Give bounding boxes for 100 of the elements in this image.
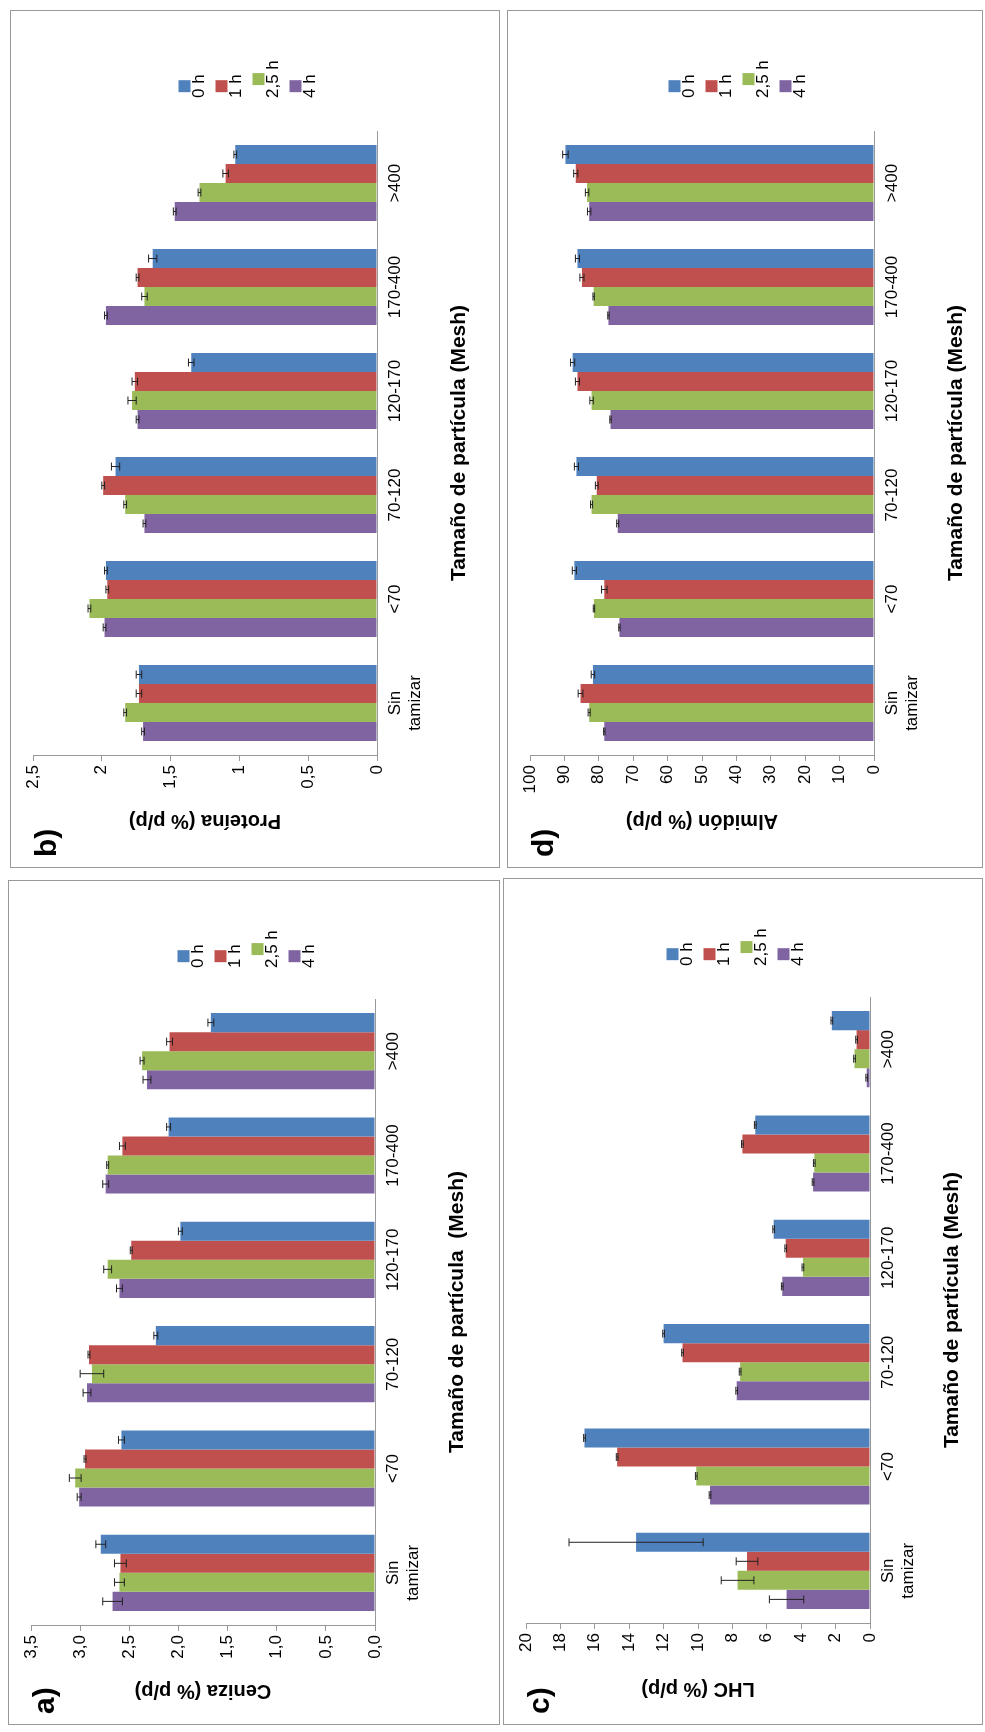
legend-label: 4 h (790, 74, 810, 98)
y-tick-label: 70-120 (878, 1335, 898, 1389)
bar (87, 1383, 375, 1403)
bar (169, 1032, 375, 1052)
y-tick-label: Sin tamizar (878, 1542, 918, 1599)
bar (79, 1487, 375, 1507)
bar (576, 457, 874, 477)
bar (144, 513, 377, 533)
bar (619, 617, 874, 637)
text: c) (522, 1687, 556, 1714)
bar (587, 183, 874, 202)
y-tick-label: 120-170 (385, 359, 405, 423)
x-tick-label: 70 (622, 765, 642, 784)
x-tick-label: 2 (91, 765, 111, 775)
legend-label: 2,5 h (753, 60, 773, 98)
bar (565, 145, 874, 165)
y-axis-title: Tamaño de partícula (Mesh) (446, 304, 470, 582)
bar (122, 1136, 375, 1156)
x-tick-label: 2,5 (22, 765, 42, 789)
y-tick-label: Sin tamizar (882, 674, 922, 731)
text: a) (27, 1687, 61, 1714)
bar (137, 409, 377, 429)
bar (134, 372, 377, 391)
y-tick-label: <70 (878, 1452, 898, 1481)
bar (88, 1345, 375, 1365)
bar (577, 249, 874, 269)
bar (574, 561, 874, 581)
bar (581, 268, 874, 287)
legend-label: 1 h (226, 74, 246, 98)
bar (589, 201, 874, 221)
bar (91, 1364, 375, 1384)
x-tick-label: 1 (229, 765, 249, 775)
x-tick-label: 1,5 (217, 1635, 237, 1659)
y-tick-label: >400 (882, 163, 902, 203)
y-tick-label: 70-120 (383, 1337, 403, 1391)
bar (174, 201, 377, 221)
x-axis-title: Proteína (% p/p) (128, 811, 282, 834)
bar (152, 249, 377, 269)
y-tick-label: >400 (383, 1032, 403, 1071)
bar (617, 1447, 870, 1467)
bar (107, 1155, 375, 1175)
x-tick-label: 1,0 (266, 1635, 286, 1659)
x-tick-label: 16 (584, 1633, 604, 1652)
bar (120, 1553, 375, 1573)
bar (755, 1115, 870, 1135)
bar (168, 1117, 375, 1137)
x-tick-label: 0,0 (364, 1635, 384, 1659)
y-tick-label: >400 (385, 163, 405, 203)
bar (773, 1219, 870, 1239)
x-tick-label: 18 (550, 1633, 570, 1652)
bar (814, 1153, 870, 1173)
bar (592, 665, 874, 685)
bar (663, 1324, 870, 1344)
bar (142, 1051, 375, 1071)
y-axis-title: Tamaño de partícula (Mesh) (444, 1171, 468, 1453)
bar (138, 684, 377, 703)
bar (584, 1428, 870, 1448)
legend-label: 4 h (299, 944, 319, 968)
x-tick-label: 30 (760, 765, 780, 784)
bar (125, 495, 377, 514)
y-tick-label: 70-120 (385, 468, 405, 522)
x-tick-label: 50 (691, 765, 711, 784)
y-tick-label: 120-170 (383, 1228, 403, 1292)
y-tick-label: 170-400 (383, 1124, 403, 1187)
legend-label: 2,5 h (751, 928, 771, 966)
bar (85, 1449, 375, 1469)
bar (89, 599, 377, 618)
bar (119, 1278, 375, 1298)
legend-label: 2,5 h (262, 930, 282, 968)
bar (199, 183, 377, 202)
bar (610, 409, 874, 429)
bar (577, 372, 874, 391)
bar (786, 1589, 870, 1609)
bar (737, 1570, 870, 1590)
bar (608, 305, 874, 325)
x-tick-label: 1,5 (160, 765, 180, 789)
bar (604, 721, 874, 741)
x-tick-label: 60 (657, 765, 677, 784)
x-tick-label: 3,5 (20, 1635, 40, 1659)
bar (75, 1468, 375, 1488)
text: b) (29, 828, 63, 857)
x-tick-label: 20 (794, 765, 814, 784)
x-axis-title: Ceniza (% p/p) (134, 1681, 272, 1704)
bar (747, 1551, 870, 1571)
bar (105, 561, 377, 581)
bar (785, 1238, 870, 1258)
bar (572, 353, 874, 373)
bar (740, 1362, 870, 1382)
y-tick-label: 170-400 (882, 255, 902, 319)
bar (742, 1134, 870, 1154)
bar (112, 1591, 375, 1611)
bar (736, 1381, 870, 1401)
bar (155, 1326, 375, 1346)
x-tick-label: 14 (618, 1633, 638, 1652)
bar (802, 1257, 870, 1277)
y-tick-label: 170-400 (878, 1122, 898, 1185)
bar (104, 617, 377, 637)
y-tick-label: <70 (385, 584, 405, 614)
bar (856, 1030, 870, 1050)
x-tick-label: 8 (722, 1633, 742, 1643)
